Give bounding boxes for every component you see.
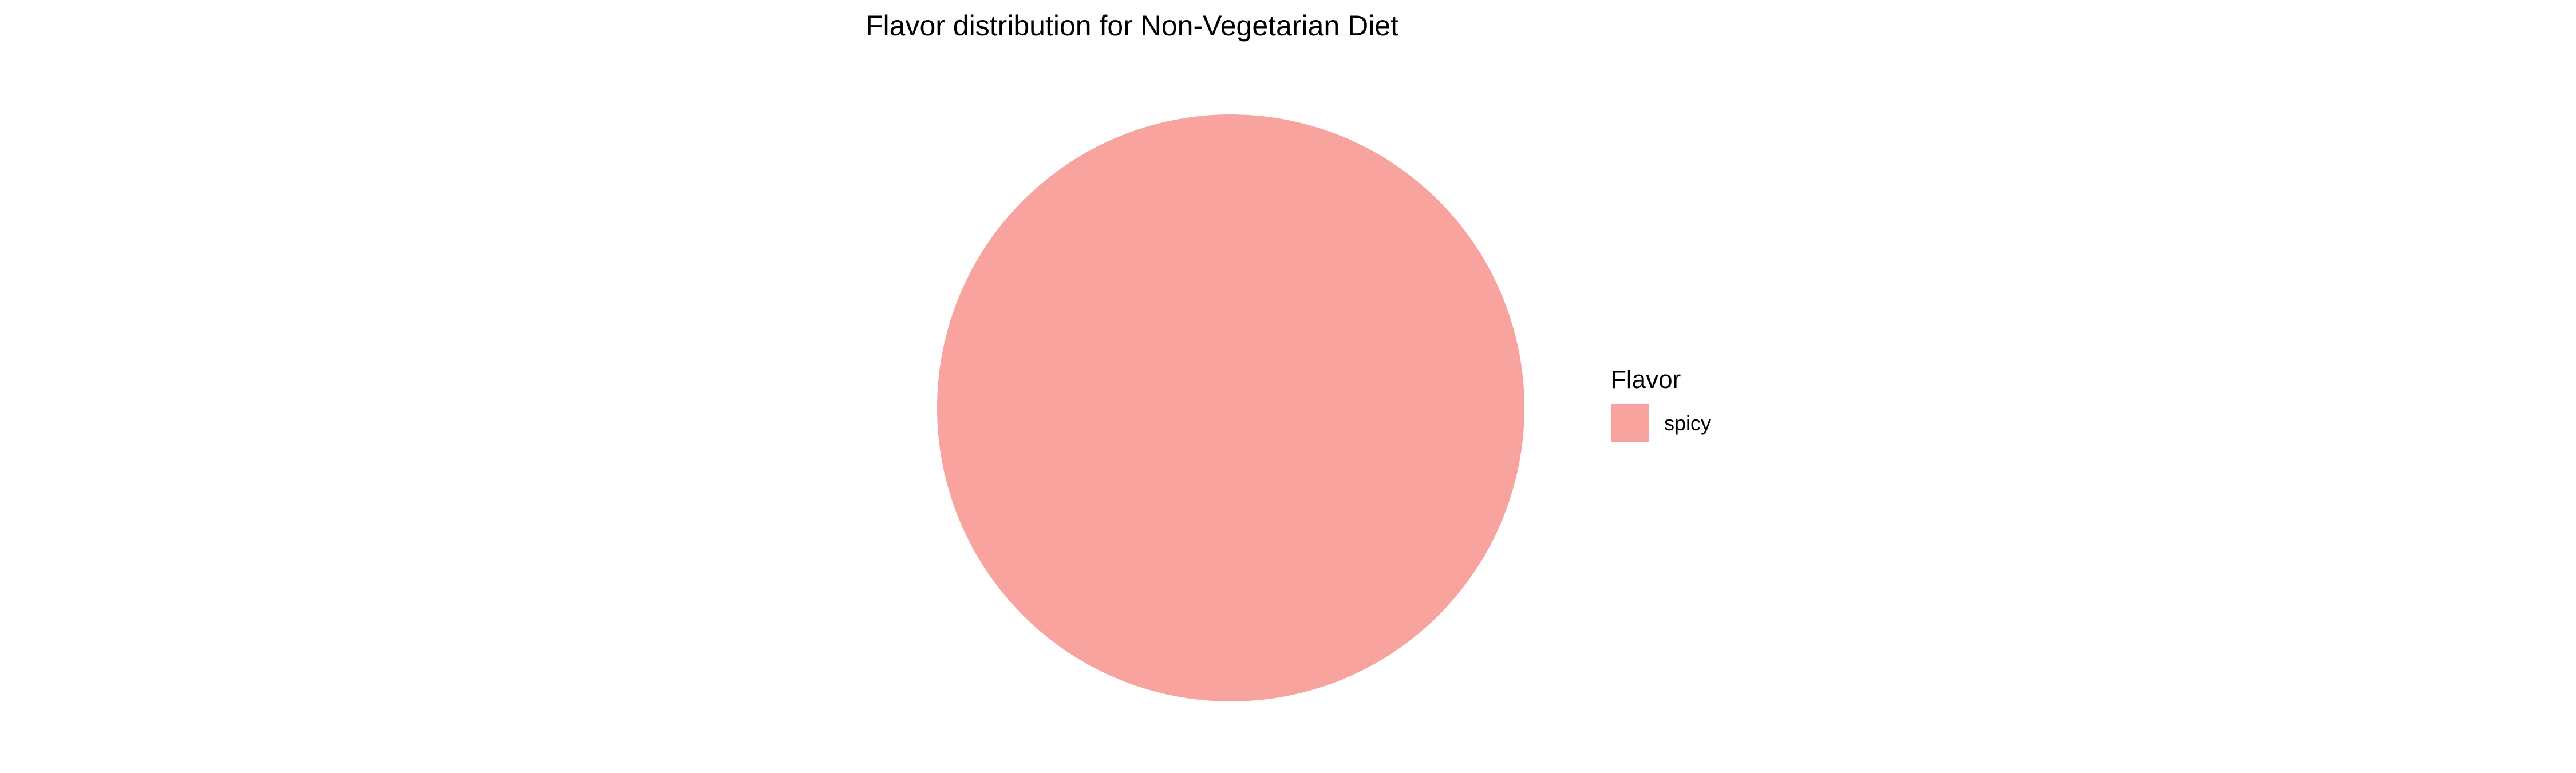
legend-label: spicy [1664,411,1712,435]
legend-title: Flavor [1611,366,1681,394]
legend: Flavor spicy [1611,363,1711,442]
legend-items: spicy [1611,404,1711,442]
legend-item-spicy: spicy [1611,404,1711,442]
chart-title: Flavor distribution for Non-Vegetarian D… [866,10,1399,42]
pie-slice-spicy [937,114,1524,701]
pie-slices [937,114,1524,701]
legend-key-swatch [1611,404,1649,442]
